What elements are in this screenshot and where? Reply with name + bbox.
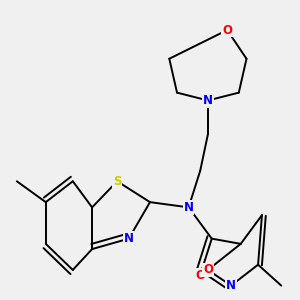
Text: N: N xyxy=(226,279,236,292)
Text: N: N xyxy=(184,201,194,214)
Text: N: N xyxy=(203,94,213,107)
Text: O: O xyxy=(203,263,213,276)
Text: N: N xyxy=(124,232,134,245)
Text: S: S xyxy=(113,175,122,188)
Text: O: O xyxy=(222,24,232,37)
Text: O: O xyxy=(195,268,205,282)
